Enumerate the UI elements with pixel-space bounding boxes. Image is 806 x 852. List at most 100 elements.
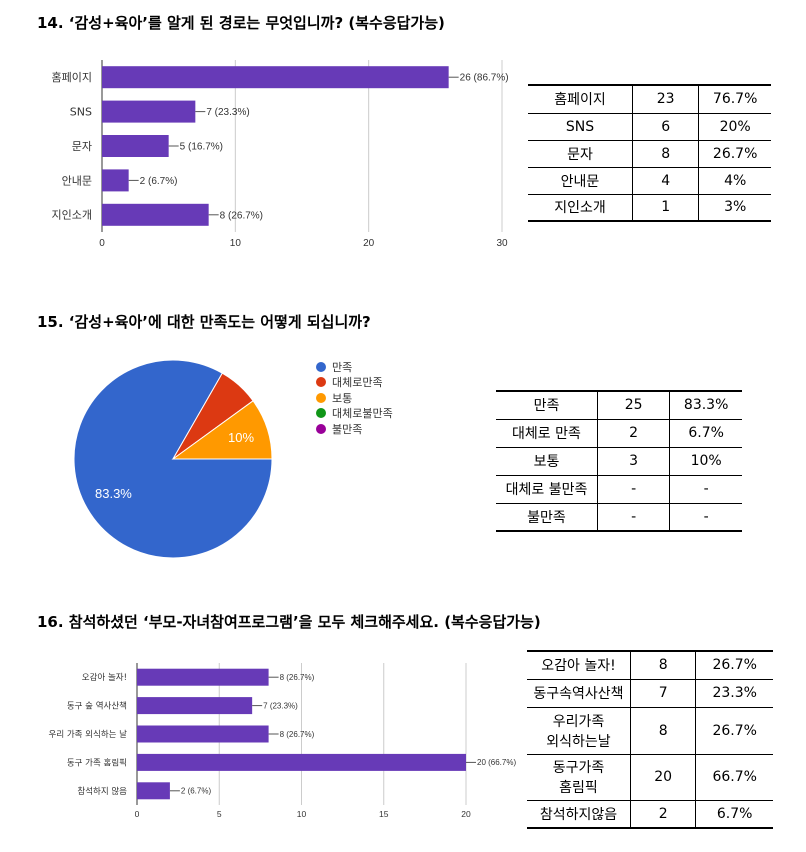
data-label: 7 (23.3%) (263, 701, 298, 710)
table-cell-percent: 26.7% (695, 707, 773, 754)
pie-label-neutral: 10% (228, 430, 255, 445)
table-cell-label: 대체로 만족 (512, 426, 581, 442)
table-row: 지인소개 1 3% (528, 194, 771, 221)
x-tick-label: 20 (461, 809, 471, 819)
q14-bar-chart: 0 10 20 30 홈페이지 26 (86.7%) SNS 7 (23.3%) 문자 5 (16… (52, 60, 509, 249)
category-label: 오감아 놀자! (82, 672, 127, 683)
table-cell-count: 2 (629, 800, 696, 828)
legend-item: 만족 (316, 359, 393, 375)
bar (102, 100, 196, 123)
x-tick-label: 5 (217, 809, 222, 819)
table-row: 동구가족 홈림픽 20 66.7% (527, 754, 773, 800)
legend-swatch (316, 408, 326, 419)
table-cell-percent: - (669, 475, 742, 503)
table-cell-percent: 10% (669, 447, 742, 475)
legend-item: 대체로만족 (316, 375, 393, 391)
data-label: 8 (26.7%) (280, 673, 315, 682)
table-cell-label: 보통 (533, 454, 560, 470)
category-label: 동구 숲 역사산책 (67, 701, 127, 712)
table-cell-count: 6 (631, 113, 699, 140)
table-cell-label: 문자 (567, 146, 593, 163)
bar (102, 135, 169, 157)
table-cell-percent: 26.7% (695, 651, 773, 679)
table-cell-label: 홈페이지 (554, 92, 606, 109)
bar (137, 668, 269, 686)
table-cell-count: 8 (631, 140, 699, 167)
x-tick-label: 15 (379, 809, 389, 819)
x-tick-label: 20 (363, 238, 375, 249)
table-cell-count: 3 (596, 447, 670, 475)
table-row: 홈페이지 23 76.7% (528, 85, 771, 113)
pie-label-satisfied: 83.3% (95, 486, 132, 501)
bar (102, 169, 129, 192)
category-label: 안내문 (62, 174, 92, 187)
table-cell-label: 안내문 (560, 173, 600, 190)
table-cell-label: 참석하지않음 (539, 806, 618, 823)
x-tick-label: 0 (99, 238, 105, 249)
data-label: 2 (6.7%) (140, 176, 178, 187)
table-row: 참석하지않음 2 6.7% (527, 800, 773, 828)
table-cell-label: SNS (565, 118, 595, 135)
legend-swatch (316, 392, 326, 403)
table-cell-count: - (596, 475, 670, 503)
table-cell-percent: 3% (698, 194, 771, 221)
q15-results-table: 만족 25 83.3% 대체로 만족 2 6.7% 보통 3 10% 대체로 불만족 - - 불만족 - - (496, 390, 742, 532)
q15-title: 15. ‘감성+육아’에 대한 만족도는 어떻게 되십니까? (37, 313, 371, 331)
table-cell-percent: - (669, 503, 742, 531)
category-label: 우리 가족 외식하는 날 (49, 729, 128, 740)
x-tick-label: 30 (496, 238, 508, 249)
table-cell-label: 지인소개 (554, 200, 606, 217)
data-label: 5 (16.7%) (180, 142, 223, 153)
x-tick-label: 10 (230, 238, 242, 249)
table-cell-percent: 20% (698, 113, 771, 140)
table-cell-count: 2 (596, 419, 670, 447)
table-row: 대체로 만족 2 6.7% (496, 419, 742, 447)
data-label: 20 (66.7%) (477, 758, 516, 767)
legend-label: 보통 (332, 391, 353, 405)
table-cell-percent: 6.7% (695, 800, 773, 828)
legend-label: 만족 (332, 360, 353, 374)
table-row: 안내문 4 4% (528, 167, 771, 194)
table-row: 동구속역사산책 7 23.3% (527, 679, 773, 707)
table-row: 우리가족 외식하는날 8 26.7% (527, 707, 773, 754)
table-cell-label: 불만족 (527, 509, 566, 526)
legend-label: 대체로만족 (332, 376, 383, 390)
table-cell-percent: 76.7% (698, 85, 771, 113)
legend-label: 불만족 (332, 422, 363, 436)
table-row: SNS 6 20% (528, 113, 771, 140)
table-cell-percent: 23.3% (695, 679, 773, 707)
q16-results-table: 오감아 놀자! 8 26.7% 동구속역사산책 7 23.3% 우리가족 외식하는날 8 26.7… (527, 650, 773, 829)
q14-title: 14. ‘감성+육아’를 알게 된 경로는 무엇입니까? (복수응답가능) (37, 14, 445, 32)
bar (102, 66, 449, 89)
table-cell-percent: 4% (698, 167, 771, 194)
bar (137, 782, 170, 800)
table-cell-count: - (596, 503, 670, 531)
table-cell-percent: 26.7% (698, 140, 771, 167)
table-cell-count: 20 (629, 754, 696, 800)
legend-item: 보통 (316, 390, 393, 406)
table-cell-label: 우리가족 외식하는날 (546, 713, 611, 750)
table-cell-label: 동구속역사산책 (533, 686, 624, 702)
pie-slice-neutral (171, 400, 273, 460)
bar (102, 203, 209, 226)
bar (137, 725, 269, 743)
category-label: 지인소개 (52, 209, 92, 222)
table-row: 문자 8 26.7% (528, 140, 771, 167)
x-tick-label: 0 (135, 809, 140, 819)
table-cell-count: 8 (629, 707, 696, 754)
table-row: 대체로 불만족 - - (496, 475, 742, 503)
q15-pie-chart (73, 359, 273, 559)
legend-swatch (316, 361, 326, 372)
x-tick-label: 10 (297, 809, 307, 819)
table-cell-count: 4 (631, 167, 699, 194)
table-cell-label: 오감아 놀자! (541, 658, 616, 675)
q16-title: 16. 참석하셨던 ‘부모-자녀참여프로그램’을 모두 체크해주세요. (복수응… (37, 613, 541, 631)
category-label: SNS (70, 105, 92, 118)
table-cell-count: 23 (631, 85, 699, 113)
table-cell-count: 7 (629, 679, 696, 707)
legend-swatch (316, 377, 326, 388)
category-label: 문자 (72, 140, 92, 153)
legend-label: 대체로불만족 (332, 407, 393, 421)
legend-item: 대체로불만족 (316, 406, 393, 422)
